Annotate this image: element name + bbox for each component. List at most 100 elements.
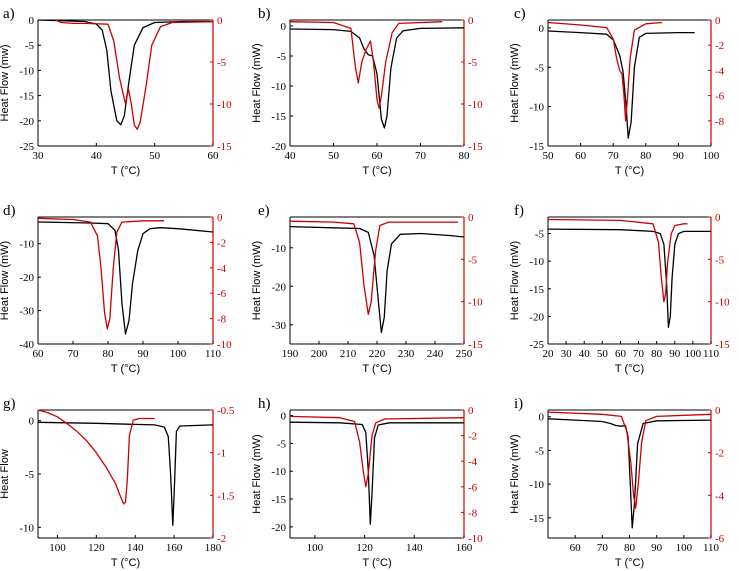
- series-line-black: [38, 421, 213, 526]
- x-tick-label: 100: [49, 542, 66, 554]
- y2-tick-label: -6: [468, 482, 478, 494]
- x-tick-label: 140: [406, 542, 423, 554]
- x-axis-title: T (°C): [111, 363, 140, 375]
- y-tick-label: -10: [271, 466, 286, 478]
- x-tick-label: 60: [570, 542, 582, 554]
- x-tick-label: 90: [673, 150, 685, 162]
- y-axis-title: Heat Flow (mW): [251, 43, 263, 122]
- x-tick-label: 80: [640, 150, 652, 162]
- y-tick-label: -40: [19, 339, 34, 351]
- y-tick-label: -20: [19, 116, 34, 128]
- x-tick-label: 100: [676, 542, 693, 554]
- series-line-red: [548, 411, 711, 509]
- x-tick-label: 60: [575, 150, 587, 162]
- panel-3: c) 50 60 70 80 90 100 0 -5 -10 -15 0 -2 -4 -6 -8 T (°C) H…: [509, 6, 725, 177]
- x-tick-label: 160: [456, 542, 473, 554]
- y-tick-label: -20: [271, 281, 286, 293]
- y2-tick-label: 0: [468, 405, 474, 417]
- panel-9: i) 60 70 80 90 100 110 0 -5 -10 -15 0 -2 -4 -6 T (°C) He…: [509, 396, 725, 569]
- x-axis-title: T (°C): [111, 165, 140, 177]
- x-tick-label: 80: [459, 150, 471, 162]
- y2-tick-label: -2: [468, 431, 477, 443]
- x-tick-label: 50: [328, 150, 340, 162]
- series-line-black: [38, 19, 213, 126]
- x-axis-title: T (°C): [362, 363, 391, 375]
- y-axis-title: Heat Flow (mW): [509, 241, 521, 320]
- y2-tick-label: -10: [715, 297, 730, 309]
- series-line-black: [290, 225, 464, 334]
- x-tick-label: 90: [138, 348, 150, 360]
- y-tick-label: -15: [19, 91, 34, 103]
- y-tick-label: -20: [529, 311, 544, 323]
- x-tick-label: 100: [703, 150, 720, 162]
- y2-tick-label: -10: [217, 339, 232, 351]
- panel-label: i): [514, 396, 523, 412]
- y-tick-label: -20: [271, 141, 286, 153]
- y-tick-label: -5: [535, 229, 545, 241]
- series-line-red: [290, 220, 459, 316]
- x-tick-label: 30: [33, 150, 45, 162]
- y2-tick-label: 0: [217, 15, 223, 27]
- panel-label: b): [258, 6, 271, 22]
- y-axis-title: Heat Flow (mw): [0, 44, 11, 121]
- y-tick-label: -5: [25, 469, 35, 481]
- x-tick-label: 240: [427, 348, 444, 360]
- y2-tick-label: -2: [715, 40, 724, 52]
- x-tick-label: 70: [633, 348, 645, 360]
- x-tick-label: 90: [651, 542, 663, 554]
- panel-4: d)60 70 80 90 100 110-10-20-30-400-2-4-6-8-10…: [0, 203, 232, 375]
- panel-8: h) 100 120 140 160 0 -5 -10 -15 -20 0 -2 -4 -6 -8 -10 T …: [251, 396, 483, 569]
- panel-label: a): [3, 6, 15, 22]
- series-line-red: [290, 415, 464, 488]
- y-tick-label: -10: [271, 81, 286, 93]
- y-tick-label: -10: [19, 522, 34, 534]
- y2-tick-label: -4: [715, 490, 725, 502]
- y-tick-label: -30: [271, 320, 286, 332]
- series-line-black: [548, 418, 711, 529]
- panel-label: e): [258, 203, 270, 219]
- x-tick-label: 60: [208, 150, 220, 162]
- x-axis-title: T (°C): [615, 165, 644, 177]
- series-line-red: [548, 21, 663, 122]
- y2-tick-label: -6: [715, 533, 725, 545]
- y2-tick-label: -15: [217, 141, 232, 153]
- x-tick-label: 120: [356, 542, 373, 554]
- panel-6: f) 20 30 40 50 60 70 80 90 100 110 -5 -10 -15 -20 -25 0 -…: [509, 203, 730, 375]
- x-tick-label: 20: [543, 348, 555, 360]
- panel-label: c): [514, 6, 526, 22]
- y2-tick-label: -5: [715, 254, 725, 266]
- series-line-black: [290, 27, 464, 129]
- x-tick-label: 110: [703, 542, 720, 554]
- y-tick-label: 0: [281, 411, 287, 423]
- series-line-red: [38, 217, 164, 330]
- y2-tick-label: -0.5: [217, 405, 235, 417]
- y2-tick-label: -2: [217, 533, 226, 545]
- x-axis-title: T (°C): [362, 557, 391, 569]
- panel-2: b) 40 50 60 70 80 0 -5 -10 -15 -20 0 -5 -10 -15 T (°C) H…: [251, 6, 483, 177]
- y-tick-label: 0: [539, 412, 545, 424]
- y2-tick-label: -6: [217, 288, 227, 300]
- y2-tick-label: -1: [217, 448, 226, 460]
- y-tick-label: -10: [529, 479, 544, 491]
- y2-tick-label: -1.5: [217, 490, 235, 502]
- y-tick-label: -10: [529, 256, 544, 268]
- y2-tick-label: -15: [715, 339, 730, 351]
- y-tick-label: -5: [277, 438, 287, 450]
- y-axis-title: Heat Flow (mW): [251, 241, 263, 320]
- series-line-black: [38, 221, 213, 335]
- x-tick-label: 190: [282, 348, 299, 360]
- x-tick-label: 30: [561, 348, 573, 360]
- y-tick-label: -10: [271, 243, 286, 255]
- x-tick-label: 60: [372, 150, 384, 162]
- y-tick-label: 0: [29, 416, 35, 428]
- y-tick-label: -15: [529, 284, 544, 296]
- y-tick-label: 0: [539, 23, 545, 35]
- y2-tick-label: -10: [468, 297, 483, 309]
- x-axis-title: T (°C): [111, 557, 140, 569]
- x-tick-label: 40: [579, 348, 591, 360]
- y2-tick-label: 0: [715, 212, 721, 224]
- y-axis-title: Heat Flow (mW): [0, 241, 11, 320]
- y-tick-label: -15: [271, 494, 286, 506]
- y-axis-title: Heat Flow: [0, 449, 11, 499]
